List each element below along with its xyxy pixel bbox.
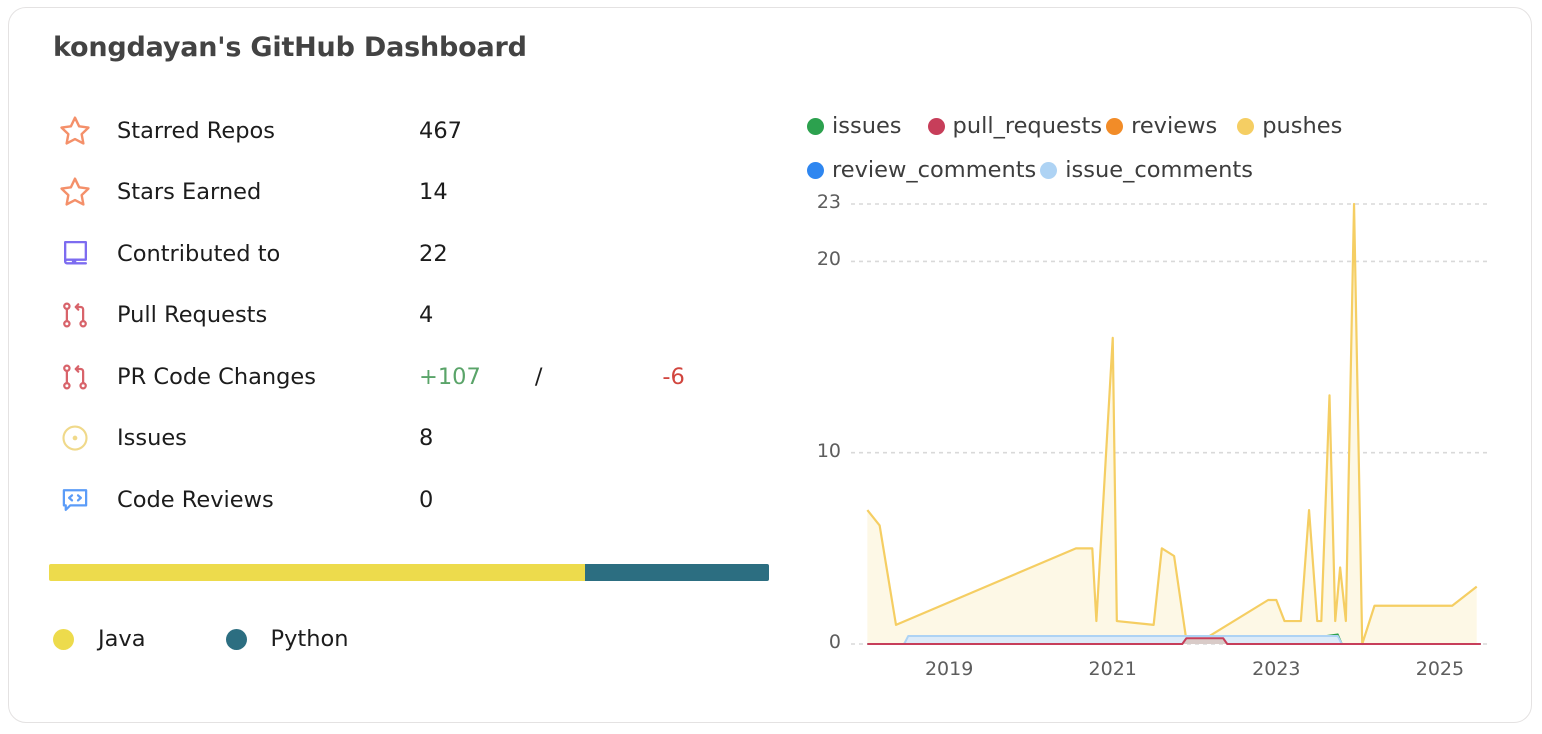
legend-color-dot bbox=[1237, 117, 1255, 135]
language-segment-java bbox=[49, 564, 586, 581]
legend-entry-pull-requests: pull_requests bbox=[927, 113, 1107, 139]
activity-chart: issues pull_requests reviews pushes bbox=[799, 104, 1499, 704]
dashboard-card: kongdayan's GitHub Dashboard Starred Rep… bbox=[8, 7, 1532, 723]
y-axis-tick-label: 10 bbox=[816, 439, 841, 462]
stat-value: 14 bbox=[419, 179, 448, 206]
y-axis-tick-label: 20 bbox=[816, 248, 841, 271]
legend-color-dot bbox=[807, 117, 824, 135]
legend-label: pull_requests bbox=[952, 113, 1103, 139]
page-title: kongdayan's GitHub Dashboard bbox=[53, 32, 527, 63]
language-color-dot bbox=[225, 628, 247, 650]
stat-row-issues: Issues 8 bbox=[53, 408, 753, 470]
x-axis-tick-label: 2021 bbox=[1088, 658, 1137, 680]
star-icon bbox=[57, 113, 93, 149]
chart-legend-row: issues pull_requests reviews pushes bbox=[807, 104, 1387, 148]
stat-label: Stars Earned bbox=[117, 179, 262, 206]
stat-value: 0 bbox=[419, 486, 434, 513]
stat-row-contributed-to: Contributed to 22 bbox=[53, 223, 753, 285]
legend-entry-issues: issues bbox=[807, 113, 906, 139]
legend-entry-reviews: reviews bbox=[1106, 113, 1221, 139]
x-axis-tick-label: 2019 bbox=[924, 658, 974, 680]
legend-label: pushes bbox=[1262, 113, 1343, 139]
series-area-issue_comments bbox=[867, 635, 1481, 644]
language-legend: Java Python bbox=[53, 626, 429, 652]
legend-entry-review-comments: review_comments bbox=[807, 157, 1040, 183]
legend-color-dot bbox=[1106, 117, 1124, 135]
stat-label: PR Code Changes bbox=[117, 363, 316, 390]
chart-legend: issues pull_requests reviews pushes bbox=[807, 104, 1387, 192]
legend-label: reviews bbox=[1131, 113, 1218, 139]
chart-legend-row: review_comments issue_comments bbox=[807, 148, 1387, 192]
stat-label: Code Reviews bbox=[117, 486, 274, 513]
stat-value: 4 bbox=[419, 302, 434, 329]
legend-color-dot bbox=[927, 117, 945, 135]
pr-code-changes-value: +107 / -6 bbox=[419, 364, 685, 390]
x-axis-tick-label: 2025 bbox=[1415, 658, 1465, 680]
y-axis-tick-label: 0 bbox=[828, 631, 841, 653]
stat-row-starred-repos: Starred Repos 467 bbox=[53, 100, 753, 162]
legend-label: issues bbox=[832, 113, 902, 139]
language-name: Java bbox=[98, 626, 146, 652]
y-axis-tick-label: 23 bbox=[816, 191, 841, 213]
star-icon bbox=[57, 174, 93, 210]
stat-row-pull-requests: Pull Requests 4 bbox=[53, 285, 753, 347]
legend-entry-issue-comments: issue_comments bbox=[1040, 157, 1257, 183]
legend-color-dot bbox=[1040, 161, 1058, 179]
stat-row-stars-earned: Stars Earned 14 bbox=[53, 162, 753, 224]
issue-icon bbox=[57, 420, 93, 456]
language-legend-item-python: Python bbox=[225, 626, 349, 652]
legend-label: review_comments bbox=[832, 157, 1037, 183]
pull-request-icon bbox=[57, 297, 93, 333]
stat-row-code-reviews: Code Reviews 0 bbox=[53, 469, 753, 531]
stat-label: Contributed to bbox=[117, 240, 281, 267]
stats-list: Starred Repos 467 Stars Earned 14 Contri… bbox=[53, 100, 753, 531]
language-color-dot bbox=[53, 628, 74, 650]
pull-request-icon bbox=[57, 359, 93, 395]
code-review-icon bbox=[57, 482, 93, 518]
repo-icon bbox=[57, 236, 93, 272]
legend-color-dot bbox=[807, 161, 824, 179]
series-area-pushes bbox=[867, 204, 1477, 644]
stat-label: Issues bbox=[117, 425, 187, 452]
stat-value: 22 bbox=[419, 240, 448, 267]
legend-label: issue_comments bbox=[1065, 157, 1253, 183]
series-line-pushes bbox=[866, 202, 1478, 646]
stat-row-pr-code-changes: PR Code Changes +107 / -6 bbox=[53, 346, 753, 408]
language-legend-item-java: Java bbox=[53, 626, 146, 652]
language-bar bbox=[49, 564, 769, 581]
language-name: Python bbox=[270, 626, 349, 652]
stat-value: 467 bbox=[419, 117, 462, 144]
pr-additions: +107 bbox=[419, 363, 481, 390]
series-line-pull_requests bbox=[867, 637, 1481, 645]
chart-plot-area: 0 10 20 23 2019 2021 2023 2025 bbox=[799, 191, 1489, 686]
stat-label: Pull Requests bbox=[117, 302, 268, 329]
pr-separator: / bbox=[534, 363, 543, 390]
language-segment-python bbox=[585, 564, 769, 581]
x-axis-tick-label: 2023 bbox=[1252, 658, 1301, 680]
legend-entry-pushes: pushes bbox=[1237, 113, 1346, 139]
stat-label: Starred Repos bbox=[117, 117, 276, 144]
pr-deletions: -6 bbox=[662, 363, 685, 390]
chart-svg bbox=[851, 202, 1489, 646]
stat-value: 8 bbox=[419, 425, 434, 452]
